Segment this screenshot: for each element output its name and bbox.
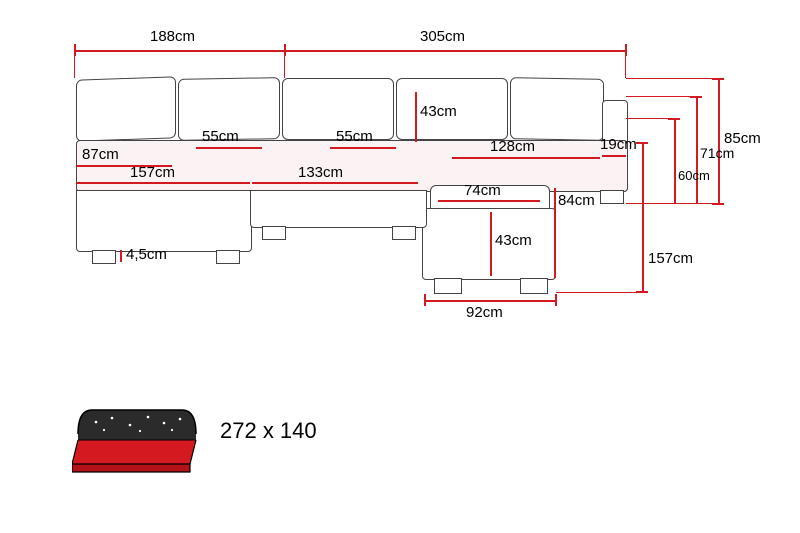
ottoman-body — [422, 208, 556, 280]
dim-84: 84cm — [558, 192, 595, 209]
dim-line — [120, 250, 122, 262]
dim-line — [718, 78, 720, 204]
dim-line — [424, 300, 556, 302]
foot — [216, 250, 240, 264]
dim-line-top-188 — [74, 50, 285, 52]
bed-size-label: 272 x 140 — [220, 418, 317, 444]
dim-line-top-305 — [285, 50, 626, 52]
dim-305: 305cm — [420, 28, 465, 45]
dim-line — [554, 188, 556, 278]
dim-188: 188cm — [150, 28, 195, 45]
foot — [434, 278, 462, 294]
guide — [284, 50, 285, 78]
dim-line — [252, 182, 418, 184]
dim-128: 128cm — [490, 138, 535, 155]
dim-87: 87cm — [82, 146, 119, 163]
dim-line — [415, 92, 417, 142]
dim-133: 133cm — [298, 164, 343, 181]
dim-43-ott: 43cm — [495, 232, 532, 249]
chaise-front — [76, 190, 252, 252]
dim-157-right: 157cm — [648, 250, 693, 267]
dim-line — [330, 147, 396, 149]
guide — [626, 96, 696, 97]
dim-line — [642, 142, 644, 292]
guide — [626, 118, 674, 119]
dim-4-5: 4,5cm — [126, 246, 167, 263]
dim-line — [490, 212, 492, 276]
back-cushion-1 — [76, 76, 176, 141]
dim-line — [696, 96, 698, 204]
guide — [625, 50, 626, 78]
dim-74: 74cm — [464, 182, 501, 199]
diagram-stage: 188cm 305cm 87cm 55cm 55cm — [0, 0, 800, 533]
dim-line — [76, 182, 250, 184]
guide — [626, 78, 718, 79]
dim-line — [452, 157, 600, 159]
tick — [636, 142, 648, 144]
dim-55a: 55cm — [202, 128, 239, 145]
dim-92: 92cm — [466, 304, 503, 321]
dim-157-left: 157cm — [130, 164, 175, 181]
foot — [392, 226, 416, 240]
dim-43-back: 43cm — [420, 103, 457, 120]
dim-55b: 55cm — [336, 128, 373, 145]
guide — [626, 203, 718, 204]
tick — [424, 294, 426, 306]
back-cushion-5 — [510, 77, 604, 141]
bed-size-icon — [72, 400, 202, 480]
dim-line — [602, 155, 626, 157]
foot — [92, 250, 116, 264]
dim-60: 71 60cm — [678, 168, 710, 183]
dim-line — [196, 147, 262, 149]
dim-line — [438, 200, 540, 202]
dim-71: 71cm — [700, 145, 734, 161]
tick — [555, 294, 557, 306]
foot — [600, 190, 624, 204]
dim-19: 19cm — [600, 136, 637, 153]
foot — [520, 278, 548, 294]
foot — [262, 226, 286, 240]
guide — [556, 292, 642, 293]
dim-line — [674, 118, 676, 204]
sofa-skirt — [250, 190, 427, 228]
guide — [74, 50, 75, 78]
